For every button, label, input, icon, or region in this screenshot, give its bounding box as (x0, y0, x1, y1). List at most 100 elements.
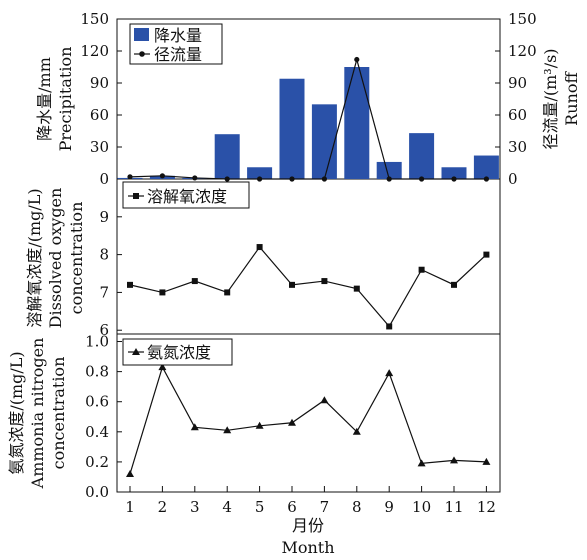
ammonia-point (320, 396, 329, 404)
precip-ytick-label: 60 (90, 106, 109, 124)
runoff-point (127, 174, 133, 180)
runoff-ytick-label: 90 (508, 74, 527, 92)
precip-ytick-label: 0 (99, 170, 109, 188)
oxygen-point (353, 285, 360, 292)
x-tick-label: 1 (125, 498, 135, 516)
ammonia-ytick-label: 0.0 (85, 483, 109, 501)
precip-bar (311, 104, 337, 179)
precip-bar (473, 155, 499, 179)
ammonia-point (385, 369, 394, 377)
oxygen-point (483, 251, 490, 258)
legend-bar-swatch (134, 28, 149, 41)
xlabel-cn: 月份 (292, 516, 324, 535)
oxygen-point (386, 323, 393, 330)
precip-ylabel-en: Precipitation (56, 47, 75, 152)
oxygen-ytick-label: 6 (99, 321, 109, 339)
runoff-line (129, 57, 487, 180)
ammonia-point (288, 418, 296, 426)
runoff-ytick-label: 120 (508, 42, 537, 60)
oxygen-point (224, 289, 231, 296)
x-tick-label: 10 (412, 498, 431, 516)
runoff-point (289, 176, 295, 182)
runoff-point (192, 175, 198, 181)
legend-ammonia-marker (132, 348, 140, 355)
legend-oxygen-marker (133, 193, 139, 199)
panel-frame-ammonia (116, 333, 501, 493)
runoff-ytick-label: 30 (508, 138, 527, 156)
runoff-ytick-label: 0 (508, 170, 518, 188)
runoff-point (483, 176, 489, 182)
legend-oxygen-label: 溶解氧浓度 (147, 187, 227, 206)
xlabel-en: Month (281, 538, 334, 557)
precip-bar (441, 167, 467, 179)
runoff-point (354, 56, 360, 63)
legend-precip: 降水量 径流量 (129, 23, 223, 65)
x-tick-label: 11 (444, 498, 463, 516)
ammonia-point (450, 456, 458, 464)
precip-bar (344, 67, 370, 179)
x-tick-label: 4 (222, 498, 232, 516)
oxygen-ytick-label: 7 (99, 283, 109, 301)
ammonia-point (223, 426, 232, 434)
x-tick-label: 8 (352, 498, 362, 516)
ammonia-ylabel-en1: Ammonia nitrogen (28, 338, 47, 490)
legend-ammonia-label: 氨氮浓度 (147, 343, 211, 362)
oxygen-point (191, 278, 198, 285)
x-tick-label: 6 (287, 498, 297, 516)
ammonia-ytick-label: 0.6 (85, 393, 109, 411)
x-tick-label: 2 (158, 498, 168, 516)
oxygen-ylabel-en2: concentration (67, 202, 86, 315)
precip-ytick-label: 120 (80, 42, 109, 60)
legend-precip-label: 降水量 (154, 26, 202, 45)
oxygen-point (159, 289, 166, 296)
x-tick-label: 12 (477, 498, 496, 516)
runoff-point (257, 176, 263, 182)
runoff-point (159, 173, 165, 179)
ammonia-point (190, 423, 199, 431)
precip-bar (376, 161, 402, 179)
precip-ytick-label: 90 (90, 74, 109, 92)
legend-oxygen: 溶解氧浓度 (122, 181, 250, 209)
ammonia-ytick-label: 0.8 (85, 363, 109, 381)
oxygen-ytick-label: 8 (99, 246, 109, 264)
precip-bar (279, 78, 305, 179)
oxygen-point (418, 266, 425, 273)
ammonia-point (158, 363, 167, 371)
oxygen-point (451, 281, 457, 288)
runoff-point (224, 176, 230, 182)
oxygen-point (289, 281, 295, 288)
precip-ylabel-cn: 降水量/mm (35, 57, 54, 141)
oxygen-line (129, 246, 487, 328)
ammonia-point (417, 459, 426, 467)
legend-ammonia: 氨氮浓度 (122, 338, 233, 366)
ammonia-ylabel-cn: 氨氮浓度/(mg/L) (7, 351, 26, 474)
oxygen-point (127, 281, 133, 288)
runoff-ylabel-cn: 径流量/(m³/s) (541, 48, 560, 149)
runoff-ylabel-en: Runoff (562, 71, 581, 126)
oxygen-point (256, 244, 263, 251)
runoff-ytick-label: 60 (508, 106, 527, 124)
precip-bar (409, 133, 435, 179)
x-tick-label: 3 (190, 498, 200, 516)
precip-bar (247, 167, 273, 179)
ammonia-ytick-label: 0.4 (85, 423, 109, 441)
precip-ytick-label: 30 (90, 138, 109, 156)
ammonia-ylabel-en2: concentration (49, 357, 68, 470)
runoff-point (419, 176, 425, 182)
x-tick-label: 5 (255, 498, 265, 516)
oxygen-ylabel-en1: Dissolved oxygen (46, 188, 65, 329)
precip-ytick-label: 150 (80, 10, 109, 28)
runoff-ytick-label: 150 (508, 10, 537, 28)
oxygen-ytick-label: 9 (99, 208, 109, 226)
oxygen-point (321, 278, 328, 285)
ammonia-point (126, 469, 134, 477)
oxygen-ylabel-cn: 溶解氧浓度/(mg/L) (25, 188, 44, 327)
runoff-point (386, 176, 392, 182)
ammonia-ytick-label: 1.0 (85, 333, 109, 351)
ammonia-point (482, 457, 491, 465)
runoff-point (451, 176, 457, 182)
runoff-point (321, 176, 327, 182)
legend-runoff-marker (139, 51, 145, 57)
x-tick-label: 7 (320, 498, 330, 516)
legend-runoff-label: 径流量 (154, 45, 202, 64)
